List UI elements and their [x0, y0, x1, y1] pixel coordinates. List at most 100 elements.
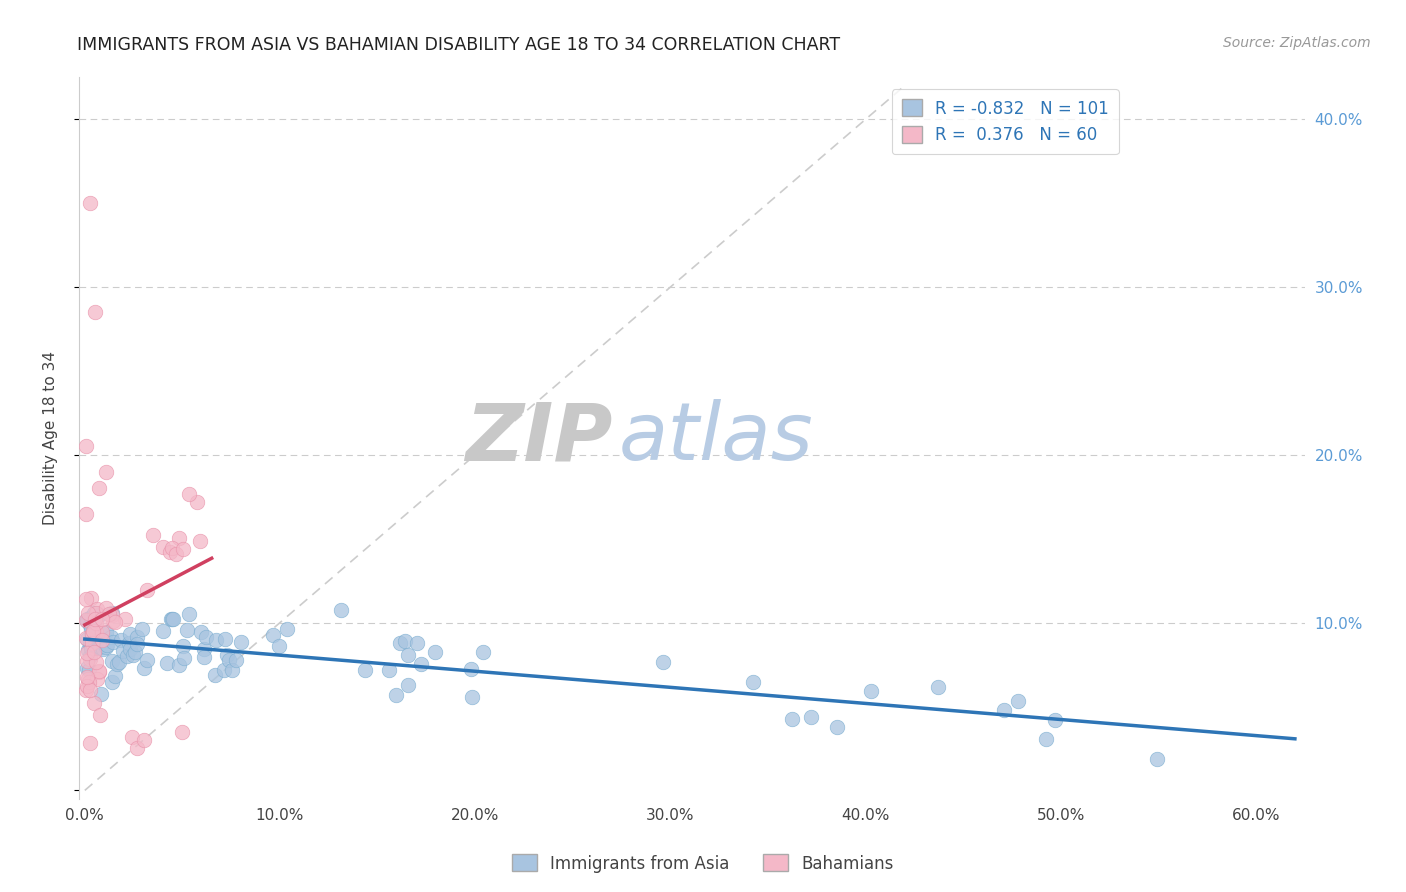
Point: [176, 623, 198, 637]
Point: [162, 541, 184, 555]
Point: [177, 487, 200, 501]
Point: [993, 703, 1015, 717]
Point: [131, 622, 153, 636]
Point: [76, 679, 98, 693]
Point: [80, 626, 103, 640]
Point: [84, 655, 107, 669]
Point: [76, 670, 98, 684]
Point: [112, 644, 135, 658]
Point: [354, 663, 377, 677]
Point: [86, 602, 108, 616]
Point: [94, 625, 117, 640]
Point: [195, 630, 218, 644]
Point: [160, 611, 183, 625]
Point: [269, 639, 291, 653]
Point: [103, 614, 125, 628]
Point: [152, 540, 174, 554]
Point: [90, 612, 112, 626]
Point: [98, 607, 121, 622]
Point: [127, 637, 149, 651]
Point: [79, 641, 101, 656]
Point: [204, 668, 226, 682]
Point: [156, 656, 179, 670]
Point: [91, 625, 114, 640]
Point: [411, 657, 433, 671]
Point: [94, 465, 117, 479]
Point: [100, 654, 122, 668]
Point: [122, 648, 145, 662]
Point: [75, 507, 97, 521]
Point: [86, 672, 108, 686]
Point: [80, 623, 103, 637]
Point: [132, 733, 155, 747]
Point: [84, 625, 107, 640]
Point: [91, 632, 114, 647]
Point: [83, 606, 105, 620]
Point: [135, 653, 157, 667]
Point: [188, 533, 211, 548]
Point: [652, 656, 675, 670]
Point: [118, 626, 141, 640]
Point: [142, 528, 165, 542]
Point: [215, 648, 238, 662]
Point: [276, 623, 298, 637]
Point: [76, 611, 98, 625]
Point: [162, 612, 184, 626]
Point: [94, 600, 117, 615]
Point: [107, 655, 129, 669]
Point: [193, 650, 215, 665]
Point: [91, 641, 114, 656]
Legend: Immigrants from Asia, Bahamians: Immigrants from Asia, Bahamians: [506, 847, 900, 880]
Point: [461, 690, 484, 705]
Point: [124, 645, 146, 659]
Point: [84, 640, 107, 654]
Point: [120, 641, 142, 656]
Point: [101, 635, 124, 649]
Point: [388, 635, 411, 649]
Point: [396, 678, 419, 692]
Point: [101, 607, 124, 621]
Point: [330, 603, 353, 617]
Point: [173, 651, 195, 665]
Point: [90, 627, 112, 641]
Point: [89, 665, 111, 680]
Point: [152, 624, 174, 638]
Point: [76, 654, 98, 668]
Point: [110, 633, 132, 648]
Point: [214, 632, 236, 646]
Point: [75, 613, 97, 627]
Point: [96, 638, 118, 652]
Point: [87, 482, 110, 496]
Point: [76, 661, 98, 675]
Point: [159, 545, 181, 559]
Point: [79, 683, 101, 698]
Point: [76, 606, 98, 620]
Point: [471, 645, 494, 659]
Point: [225, 652, 247, 666]
Point: [84, 305, 107, 319]
Point: [79, 652, 101, 666]
Legend: R = -0.832   N = 101, R =  0.376   N = 60: R = -0.832 N = 101, R = 0.376 N = 60: [891, 89, 1119, 154]
Point: [385, 688, 408, 702]
Point: [172, 542, 194, 557]
Point: [94, 640, 117, 654]
Point: [167, 658, 190, 673]
Point: [127, 741, 149, 756]
Point: [173, 640, 195, 654]
Point: [75, 682, 97, 697]
Point: [100, 675, 122, 690]
Point: [394, 633, 416, 648]
Point: [84, 607, 107, 621]
Point: [825, 720, 848, 734]
Point: [75, 440, 97, 454]
Point: [193, 642, 215, 657]
Point: [84, 639, 107, 653]
Point: [79, 618, 101, 632]
Point: [80, 628, 103, 642]
Point: [82, 636, 104, 650]
Point: [80, 627, 103, 641]
Point: [177, 607, 200, 621]
Point: [229, 634, 252, 648]
Point: [77, 663, 100, 677]
Point: [87, 640, 110, 655]
